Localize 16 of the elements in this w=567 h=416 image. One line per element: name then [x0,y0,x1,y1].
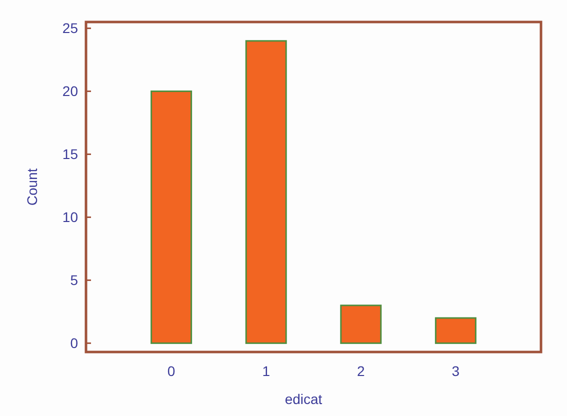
x-tick-label: 2 [356,363,365,379]
y-axis-title: Count [24,168,40,206]
y-tick-label: 25 [62,20,78,36]
x-axis-title: edicat [284,391,322,407]
y-tick-label: 10 [62,209,78,226]
y-tick-label: 15 [62,146,78,162]
bar [340,304,382,344]
x-tick-label: 3 [452,363,460,379]
bar [434,317,476,344]
bar [245,40,287,344]
y-tick-label: 20 [62,83,78,100]
y-tick-label: 0 [70,335,78,352]
bar [150,90,192,344]
x-tick-label: 1 [262,363,270,379]
x-tick-label: 0 [167,363,176,379]
y-tick-label: 5 [70,272,78,288]
